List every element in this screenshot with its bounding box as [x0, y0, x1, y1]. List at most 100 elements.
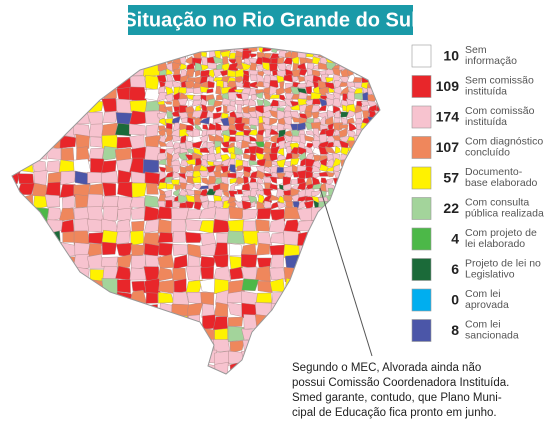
municipality: [131, 182, 147, 199]
municipality: [234, 146, 244, 156]
municipality: [311, 165, 321, 173]
municipality: [202, 124, 209, 131]
municipality: [311, 266, 328, 280]
municipality: [354, 241, 371, 256]
municipality: [159, 361, 173, 374]
municipality: [374, 141, 380, 148]
municipality: [20, 231, 34, 245]
municipality: [257, 362, 270, 374]
municipality: [180, 47, 190, 48]
municipality: [250, 200, 256, 207]
legend-count: 4: [451, 231, 459, 247]
municipality: [114, 123, 131, 137]
title-bar: [128, 5, 413, 35]
municipality: [143, 373, 160, 374]
municipality: [31, 314, 48, 328]
municipality: [31, 231, 47, 246]
municipality: [268, 153, 278, 162]
municipality: [17, 73, 35, 89]
legend-count: 57: [443, 170, 459, 186]
municipality: [299, 133, 306, 144]
municipality: [187, 243, 202, 259]
municipality: [368, 314, 380, 331]
municipality: [346, 117, 355, 124]
municipality: [361, 199, 370, 209]
municipality: [362, 67, 371, 79]
municipality: [345, 109, 356, 119]
municipality: [59, 363, 76, 374]
municipality: [384, 254, 396, 269]
municipality: [221, 141, 230, 149]
municipality: [101, 350, 116, 364]
municipality: [243, 376, 258, 390]
municipality: [185, 231, 204, 243]
municipality: [353, 202, 362, 209]
municipality: [256, 99, 264, 106]
municipality: [58, 208, 75, 222]
municipality: [243, 152, 252, 160]
municipality: [283, 326, 300, 342]
municipality: [73, 230, 90, 245]
municipality: [242, 129, 252, 137]
municipality: [326, 314, 342, 331]
municipality: [171, 61, 181, 72]
municipality: [283, 219, 301, 234]
municipality: [257, 350, 271, 366]
municipality: [157, 232, 173, 243]
legend-swatch: [411, 197, 432, 220]
municipality: [303, 200, 314, 210]
municipality: [117, 207, 132, 222]
municipality: [102, 182, 117, 197]
municipality: [171, 303, 189, 317]
municipality: [130, 230, 145, 246]
municipality: [171, 339, 189, 353]
municipality: [382, 47, 391, 54]
municipality: [100, 314, 117, 330]
municipality: [236, 104, 243, 114]
municipality: [12, 47, 20, 54]
municipality: [353, 327, 372, 341]
municipality: [304, 38, 314, 46]
municipality: [283, 302, 299, 315]
municipality: [156, 206, 176, 220]
municipality: [44, 194, 60, 208]
municipality: [382, 208, 398, 221]
municipality: [129, 86, 147, 101]
annotation-line: possui Comissão Coordenadora Instituída.: [292, 377, 509, 389]
municipality: [46, 326, 62, 343]
municipality: [374, 134, 380, 142]
municipality: [100, 256, 119, 268]
municipality: [18, 205, 33, 220]
municipality: [46, 160, 62, 173]
municipality: [367, 50, 379, 61]
municipality: [192, 183, 202, 191]
municipality: [389, 51, 399, 60]
municipality: [146, 182, 159, 195]
municipality: [291, 136, 301, 143]
municipality: [143, 47, 161, 54]
municipality: [262, 47, 272, 48]
municipality: [382, 75, 392, 82]
municipality: [18, 351, 35, 366]
municipality: [165, 122, 173, 130]
municipality: [12, 182, 21, 198]
municipality: [74, 218, 90, 234]
municipality: [17, 280, 36, 294]
municipality: [241, 200, 252, 211]
municipality: [305, 130, 315, 136]
municipality: [142, 50, 161, 65]
municipality: [354, 92, 364, 101]
municipality: [369, 47, 378, 48]
municipality: [377, 117, 380, 126]
municipality: [177, 98, 188, 106]
municipality: [74, 74, 91, 89]
municipality: [59, 184, 76, 198]
municipality: [215, 207, 230, 221]
municipality: [269, 99, 279, 107]
municipality: [338, 190, 348, 198]
municipality: [115, 376, 132, 388]
leader-line: [319, 187, 373, 357]
municipality: [248, 53, 257, 58]
municipality: [229, 266, 244, 280]
